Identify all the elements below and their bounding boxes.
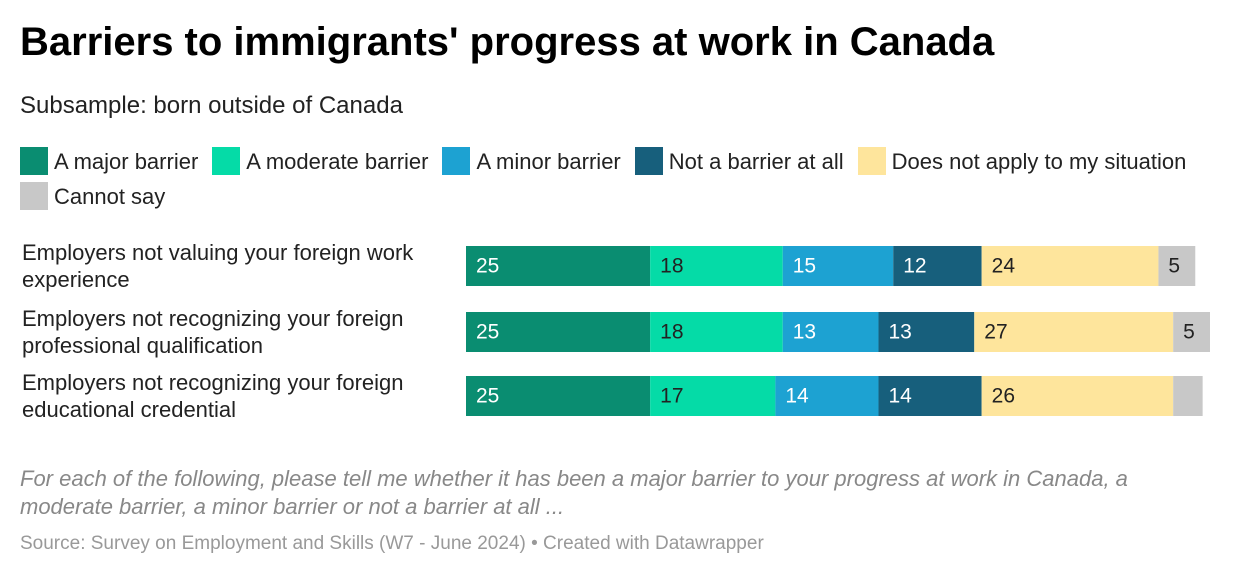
legend-label: Not a barrier at all xyxy=(668,149,844,174)
legend-swatch xyxy=(442,147,471,175)
bar-segment xyxy=(775,376,879,416)
bar-segment xyxy=(974,312,1174,352)
legend-item: A moderate barrier xyxy=(212,147,429,175)
value-label: 26 xyxy=(992,385,1015,408)
value-label: 12 xyxy=(903,255,926,278)
source: Source: Survey on Employment and Skills … xyxy=(20,533,764,554)
legend-label: A minor barrier xyxy=(476,149,621,174)
value-label: 17 xyxy=(660,385,683,408)
bar-segment xyxy=(878,312,975,352)
bar-segment xyxy=(650,246,783,286)
legend-swatch xyxy=(857,147,886,175)
chart-title: Barriers to immigrants' progress at work… xyxy=(20,20,995,64)
chart-subtitle: Subsample: born outside of Canada xyxy=(20,92,403,119)
value-label: 18 xyxy=(660,321,683,344)
legend: A major barrier A moderate barrier A minor… xyxy=(20,144,1220,214)
bar-segment xyxy=(782,246,894,286)
legend-item: A minor barrier xyxy=(442,147,621,175)
legend-label: Does not apply to my situation xyxy=(891,149,1187,174)
value-label: 14 xyxy=(889,385,913,408)
category-label: Employers not recognizing your foreign e… xyxy=(22,370,404,422)
legend-label: Cannot say xyxy=(54,184,166,209)
value-label: 18 xyxy=(660,255,683,278)
bar-segment xyxy=(878,376,982,416)
bar-segment xyxy=(782,312,879,352)
legend-label: A major barrier xyxy=(54,149,199,174)
legend-swatch xyxy=(20,147,48,175)
bar-segment xyxy=(1173,376,1203,416)
value-label: 25 xyxy=(476,321,499,344)
legend-item: Not a barrier at all xyxy=(634,147,844,175)
bar-segment xyxy=(1173,312,1210,352)
legend-label: A moderate barrier xyxy=(246,149,429,174)
bar-segment xyxy=(466,312,651,352)
bar-segment xyxy=(893,246,982,286)
value-label: 25 xyxy=(476,385,499,408)
legend-swatch xyxy=(20,182,48,210)
bar-segment xyxy=(466,376,651,416)
value-label: 5 xyxy=(1183,321,1195,344)
value-label: 13 xyxy=(793,321,816,344)
legend-swatch xyxy=(634,147,663,175)
value-label: 15 xyxy=(793,255,816,278)
value-label: 14 xyxy=(785,385,809,408)
value-label: 24 xyxy=(992,255,1016,278)
bar-segment xyxy=(650,312,783,352)
legend-item: A major barrier xyxy=(20,147,199,175)
category-label: Employers not valuing your foreign work … xyxy=(22,240,414,292)
category-label: Employers not recognizing your foreign p… xyxy=(22,306,404,358)
bar-segment xyxy=(1158,246,1196,286)
legend-swatch xyxy=(212,147,241,175)
bar-segment xyxy=(650,376,776,416)
bar-segment xyxy=(981,246,1159,286)
bar-segment xyxy=(466,246,651,286)
legend-item: Cannot say xyxy=(20,182,166,210)
value-label: 5 xyxy=(1168,255,1180,278)
legend-item: Does not apply to my situation xyxy=(857,147,1187,175)
note: For each of the following, please tell m… xyxy=(20,466,1128,519)
value-label: 13 xyxy=(889,321,912,344)
value-label: 27 xyxy=(984,321,1007,344)
bar-segment xyxy=(981,376,1174,416)
value-label: 25 xyxy=(476,255,499,278)
